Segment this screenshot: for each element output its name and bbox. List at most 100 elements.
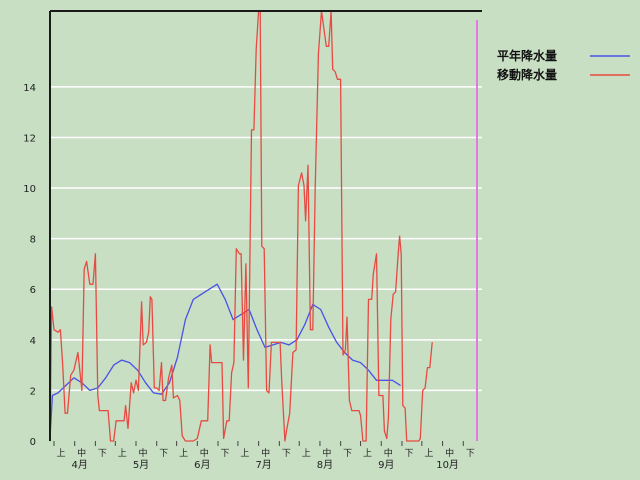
data-point — [105, 410, 107, 411]
data-point — [53, 329, 55, 331]
y-tick-label: 12 — [23, 133, 36, 144]
data-point — [325, 46, 327, 47]
decade-label: 中 — [261, 447, 270, 459]
data-point — [388, 417, 389, 419]
y-axis-ticks: 0 2 4 6 8 10 12 14 — [23, 83, 36, 448]
data-point — [233, 362, 235, 363]
data-point — [192, 440, 194, 442]
data-point — [86, 261, 87, 262]
data-point — [358, 410, 360, 411]
data-point — [323, 28, 325, 30]
data-point — [336, 342, 338, 343]
x-axis-ticks: 上中下4月上中下5月上中下6月上中下7月上中下8月上中下9月上中下10月 — [53, 441, 475, 471]
data-point — [83, 268, 85, 270]
data-point — [418, 440, 420, 442]
data-point — [216, 283, 218, 285]
decade-label: 下 — [343, 449, 352, 459]
data-point — [207, 420, 209, 422]
data-point — [247, 387, 249, 389]
data-point — [146, 342, 147, 343]
decade-label: 下 — [221, 449, 230, 459]
data-point — [171, 364, 173, 366]
data-point — [99, 410, 100, 411]
data-point — [121, 420, 123, 422]
month-label: 8月 — [317, 459, 333, 471]
month-label: 10月 — [436, 459, 459, 471]
data-point — [211, 362, 213, 363]
data-point — [57, 392, 59, 394]
data-point — [305, 220, 306, 222]
data-point — [314, 187, 316, 189]
data-point — [301, 172, 302, 174]
data-point — [263, 248, 265, 250]
data-point — [158, 390, 160, 391]
data-point — [95, 253, 96, 255]
data-point — [223, 438, 225, 439]
data-point — [360, 362, 361, 363]
data-point — [284, 440, 286, 442]
decade-label: 下 — [404, 449, 413, 459]
data-point — [288, 344, 290, 346]
data-point — [173, 397, 174, 399]
data-point — [127, 428, 129, 429]
data-point — [57, 331, 59, 333]
data-point — [384, 430, 385, 432]
series-line — [49, 283, 401, 439]
data-point — [113, 364, 115, 366]
data-point — [406, 440, 408, 442]
data-point — [125, 405, 126, 406]
data-point — [133, 392, 135, 394]
data-point — [397, 256, 399, 257]
data-point — [352, 359, 353, 361]
data-point — [328, 46, 330, 47]
data-point — [356, 410, 357, 411]
data-point — [320, 309, 322, 310]
data-point — [200, 293, 202, 295]
data-point — [307, 164, 309, 166]
data-point — [224, 299, 226, 300]
data-point — [52, 395, 53, 396]
data-point — [113, 440, 115, 442]
data-point — [165, 400, 166, 401]
y-tick-label: 4 — [30, 336, 36, 347]
decade-label: 上 — [179, 448, 188, 459]
decade-label: 中 — [138, 447, 147, 459]
data-point — [231, 372, 233, 374]
data-point — [137, 369, 139, 371]
data-point — [404, 407, 406, 409]
data-point — [138, 390, 139, 391]
data-point — [264, 347, 266, 348]
data-point — [141, 301, 143, 303]
decade-label: 下 — [159, 449, 168, 459]
data-point — [130, 382, 132, 384]
data-point — [232, 319, 234, 320]
data-point — [123, 420, 125, 422]
data-point — [271, 342, 272, 343]
y-tick-label: 14 — [23, 83, 36, 94]
data-point — [392, 293, 394, 295]
decade-label: 上 — [363, 448, 372, 459]
data-point — [70, 374, 72, 376]
data-point — [161, 362, 162, 363]
data-point — [272, 342, 274, 343]
decade-label: 上 — [118, 448, 127, 459]
data-point — [328, 326, 330, 328]
data-point — [289, 412, 291, 414]
data-point — [228, 420, 230, 422]
data-point — [410, 440, 412, 442]
data-point — [368, 369, 369, 371]
decade-label: 下 — [282, 449, 291, 459]
data-point — [221, 362, 223, 363]
data-point — [51, 306, 52, 308]
data-point — [384, 379, 385, 381]
data-point — [400, 253, 402, 255]
data-point — [272, 344, 274, 346]
data-point — [251, 129, 252, 131]
data-point — [208, 288, 210, 290]
month-label: 7月 — [255, 459, 271, 471]
data-point — [342, 354, 344, 356]
data-point — [255, 48, 257, 50]
decade-label: 中 — [322, 447, 331, 459]
data-point — [156, 387, 158, 389]
